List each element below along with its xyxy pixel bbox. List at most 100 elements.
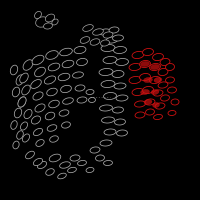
Ellipse shape: [36, 140, 44, 146]
Ellipse shape: [60, 48, 72, 56]
Ellipse shape: [158, 82, 168, 88]
Ellipse shape: [144, 77, 152, 83]
Ellipse shape: [44, 76, 56, 84]
Ellipse shape: [70, 155, 80, 161]
Ellipse shape: [171, 99, 179, 105]
Ellipse shape: [113, 35, 123, 41]
Ellipse shape: [26, 151, 34, 159]
Ellipse shape: [59, 110, 69, 116]
Ellipse shape: [153, 90, 163, 96]
Ellipse shape: [46, 51, 58, 59]
Ellipse shape: [155, 103, 165, 109]
Ellipse shape: [46, 169, 54, 175]
Ellipse shape: [80, 37, 90, 43]
Ellipse shape: [16, 75, 24, 85]
Ellipse shape: [140, 60, 150, 68]
Ellipse shape: [12, 87, 20, 97]
Ellipse shape: [153, 102, 159, 108]
Ellipse shape: [89, 97, 95, 103]
Ellipse shape: [102, 117, 114, 123]
Ellipse shape: [112, 70, 124, 78]
Ellipse shape: [61, 85, 71, 93]
Ellipse shape: [44, 23, 52, 29]
Ellipse shape: [100, 105, 112, 111]
Ellipse shape: [13, 141, 19, 149]
Ellipse shape: [144, 99, 152, 105]
Ellipse shape: [20, 122, 28, 130]
Ellipse shape: [45, 14, 55, 22]
Ellipse shape: [32, 55, 44, 65]
Ellipse shape: [49, 100, 59, 108]
Ellipse shape: [158, 68, 168, 76]
Ellipse shape: [10, 65, 18, 75]
Ellipse shape: [45, 112, 55, 120]
Ellipse shape: [116, 95, 128, 101]
Ellipse shape: [135, 101, 145, 107]
Ellipse shape: [63, 98, 73, 104]
Ellipse shape: [62, 122, 70, 128]
Ellipse shape: [47, 88, 57, 96]
Ellipse shape: [52, 19, 58, 25]
Ellipse shape: [132, 51, 144, 59]
Ellipse shape: [135, 112, 145, 118]
Ellipse shape: [166, 77, 174, 83]
Ellipse shape: [150, 76, 160, 84]
Ellipse shape: [90, 39, 100, 45]
Ellipse shape: [160, 58, 170, 66]
Ellipse shape: [129, 76, 141, 84]
Ellipse shape: [113, 107, 123, 113]
Ellipse shape: [24, 109, 32, 119]
Ellipse shape: [101, 80, 115, 88]
Ellipse shape: [47, 125, 57, 131]
Ellipse shape: [50, 136, 58, 142]
Ellipse shape: [141, 61, 149, 67]
Ellipse shape: [78, 160, 86, 166]
Ellipse shape: [103, 32, 113, 38]
Ellipse shape: [90, 147, 100, 153]
Ellipse shape: [140, 73, 150, 81]
Ellipse shape: [103, 56, 117, 64]
Ellipse shape: [35, 11, 41, 19]
Ellipse shape: [117, 130, 127, 136]
Ellipse shape: [62, 60, 74, 68]
Ellipse shape: [141, 89, 149, 95]
Ellipse shape: [116, 58, 128, 66]
Ellipse shape: [74, 46, 86, 54]
Ellipse shape: [100, 29, 110, 35]
Ellipse shape: [151, 89, 159, 95]
Ellipse shape: [33, 92, 43, 100]
Ellipse shape: [143, 48, 153, 56]
Ellipse shape: [20, 73, 28, 83]
Ellipse shape: [129, 63, 141, 71]
Ellipse shape: [11, 121, 17, 129]
Ellipse shape: [17, 131, 23, 139]
Ellipse shape: [104, 129, 116, 135]
Ellipse shape: [48, 63, 60, 71]
Ellipse shape: [58, 173, 66, 179]
Ellipse shape: [49, 154, 61, 162]
Ellipse shape: [73, 72, 83, 78]
Ellipse shape: [96, 155, 104, 161]
Ellipse shape: [154, 77, 162, 83]
Ellipse shape: [33, 128, 43, 136]
Ellipse shape: [154, 114, 162, 120]
Ellipse shape: [114, 83, 126, 89]
Ellipse shape: [18, 97, 26, 107]
Ellipse shape: [36, 17, 48, 27]
Ellipse shape: [104, 92, 116, 100]
Ellipse shape: [153, 53, 163, 61]
Ellipse shape: [75, 85, 85, 91]
Ellipse shape: [109, 27, 119, 33]
Ellipse shape: [143, 86, 153, 94]
Ellipse shape: [104, 160, 112, 166]
Ellipse shape: [168, 87, 176, 93]
Ellipse shape: [151, 64, 159, 70]
Ellipse shape: [161, 95, 169, 101]
Ellipse shape: [86, 89, 94, 95]
Ellipse shape: [99, 68, 113, 76]
Ellipse shape: [93, 29, 103, 35]
Ellipse shape: [22, 85, 30, 95]
Ellipse shape: [18, 97, 26, 107]
Ellipse shape: [68, 167, 76, 173]
Ellipse shape: [132, 88, 144, 96]
